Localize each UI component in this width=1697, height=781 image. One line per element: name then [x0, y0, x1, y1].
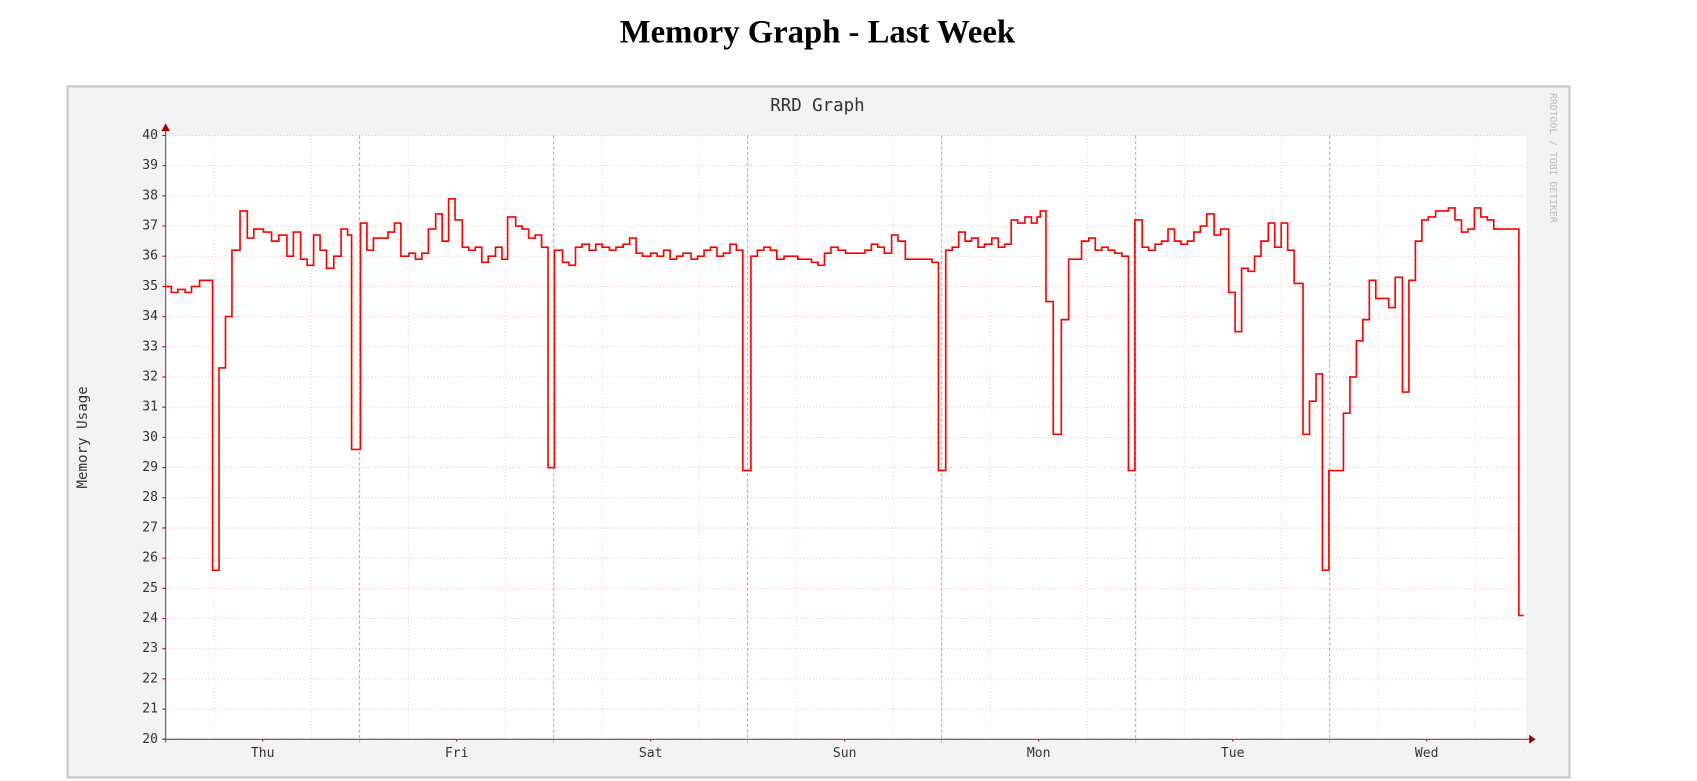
y-tick-label: 24: [142, 611, 158, 626]
page-title: Memory Graph - Last Week: [620, 15, 1016, 51]
y-tick-label: 21: [142, 702, 158, 717]
y-tick-label: 32: [142, 369, 158, 384]
y-tick-label: 23: [142, 641, 158, 656]
x-tick-label: Thu: [251, 746, 275, 761]
y-tick-label: 39: [142, 158, 158, 173]
x-tick-label: Fri: [445, 746, 469, 761]
y-tick-label: 28: [142, 490, 158, 505]
y-tick-label: 25: [142, 581, 158, 596]
y-tick-label: 22: [142, 671, 158, 686]
y-tick-label: 26: [142, 551, 158, 566]
chart-title: RRD Graph: [770, 96, 864, 116]
y-tick-label: 29: [142, 460, 158, 475]
y-tick-label: 38: [142, 188, 158, 203]
memory-line: [165, 198, 1524, 617]
x-axis-arrow: [1529, 734, 1536, 744]
y-tick-label: 40: [142, 128, 158, 143]
y-tick-label: 27: [142, 520, 158, 535]
x-tick-label: Mon: [1027, 746, 1051, 761]
y-tick-label: 36: [142, 249, 158, 264]
y-tick-label: 20: [142, 732, 158, 747]
y-tick-label: 33: [142, 339, 158, 354]
y-tick-label: 30: [142, 430, 158, 445]
x-tick-label: Tue: [1221, 746, 1245, 761]
x-tick-label: Wed: [1415, 746, 1439, 761]
y-tick-label: 31: [142, 400, 158, 415]
x-tick-label: Sun: [833, 746, 857, 761]
y-axis-arrow: [161, 123, 171, 132]
y-tick-label: 37: [142, 219, 158, 234]
x-tick-label: Sat: [639, 746, 663, 761]
y-tick-label: 35: [142, 279, 158, 294]
y-axis-label: Memory Usage: [75, 386, 91, 488]
watermark: RRDTOOL / TOBI OETIKER: [1547, 93, 1558, 223]
y-tick-label: 34: [142, 309, 158, 324]
